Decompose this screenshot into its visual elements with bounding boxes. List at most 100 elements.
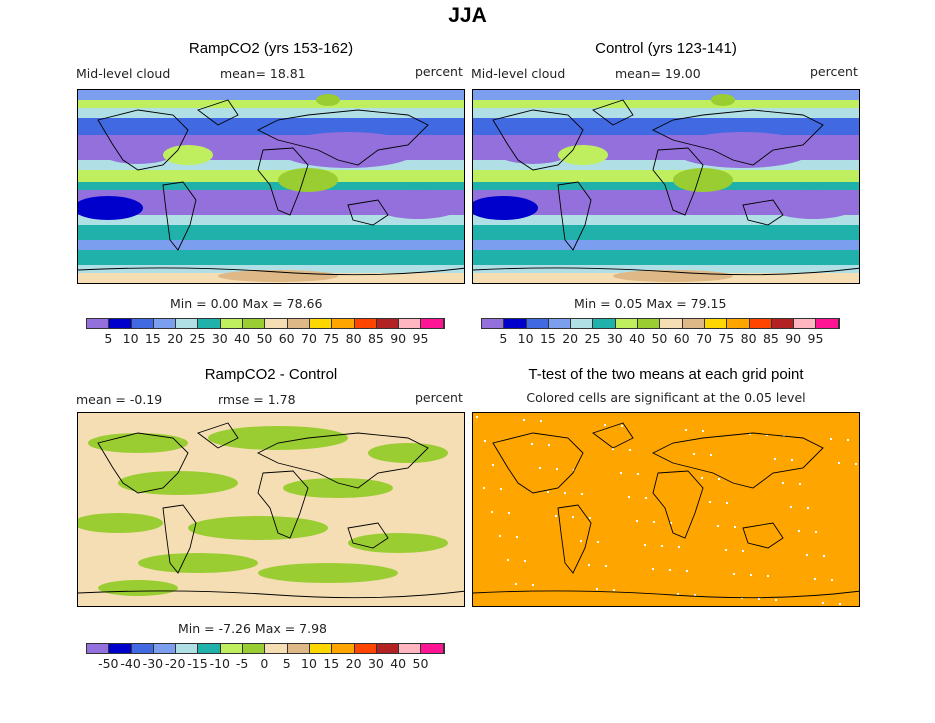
colorbar-swatch bbox=[287, 644, 310, 653]
panel3-colorbar bbox=[86, 643, 445, 654]
colorbar-tick-label: 50 bbox=[651, 331, 668, 346]
colorbar-tick-label: 15 bbox=[539, 331, 556, 346]
colorbar-swatch bbox=[265, 319, 288, 328]
panel3-minmax: Min = -7.26 Max = 7.98 bbox=[178, 621, 328, 636]
panel2-variable: Mid-level cloud bbox=[471, 66, 566, 81]
cloud-field bbox=[473, 90, 859, 283]
panel1-map bbox=[77, 89, 465, 284]
colorbar-swatch bbox=[243, 644, 266, 653]
difference-field bbox=[78, 413, 464, 606]
colorbar-tick-label: 95 bbox=[807, 331, 824, 346]
colorbar-swatch bbox=[482, 319, 505, 328]
colorbar-swatch bbox=[794, 319, 817, 328]
panel3-map bbox=[77, 412, 465, 607]
colorbar-tick-label: -40 bbox=[120, 656, 141, 671]
colorbar-swatch bbox=[682, 319, 705, 328]
colorbar-tick-label: 15 bbox=[323, 656, 340, 671]
colorbar-tick-label: 25 bbox=[189, 331, 206, 346]
colorbar-swatch bbox=[593, 319, 616, 328]
panel2-mean: mean= 19.00 bbox=[615, 66, 701, 81]
colorbar-swatch bbox=[198, 319, 221, 328]
panel4-map bbox=[472, 412, 860, 607]
colorbar-swatch bbox=[376, 319, 400, 328]
colorbar-tick-label: -30 bbox=[142, 656, 164, 671]
colorbar-swatch bbox=[504, 319, 527, 328]
panel1-minmax: Min = 0.00 Max = 78.66 bbox=[170, 296, 323, 311]
panel2-title: Control (yrs 123-141) bbox=[595, 40, 737, 57]
colorbar-tick-label: 20 bbox=[345, 656, 362, 671]
colorbar-swatch bbox=[421, 319, 444, 328]
significance-field bbox=[473, 413, 859, 606]
colorbar-swatch bbox=[309, 644, 333, 653]
colorbar-swatch bbox=[332, 319, 355, 328]
colorbar-tick-label: 60 bbox=[278, 331, 295, 346]
colorbar-swatch bbox=[220, 319, 244, 328]
colorbar-swatch bbox=[354, 319, 377, 328]
colorbar-swatch bbox=[749, 319, 772, 328]
colorbar-tick-label: 90 bbox=[390, 331, 407, 346]
colorbar-swatch bbox=[399, 644, 422, 653]
colorbar-tick-label: 10 bbox=[301, 656, 317, 671]
colorbar-swatch bbox=[354, 644, 377, 653]
panel3-mean: mean = -0.19 bbox=[76, 392, 163, 407]
colorbar-swatch bbox=[615, 319, 639, 328]
panel2-map bbox=[472, 89, 860, 284]
colorbar-tick-label: 20 bbox=[562, 331, 579, 346]
colorbar-tick-label: 0 bbox=[260, 656, 269, 671]
colorbar-tick-label: 5 bbox=[282, 656, 291, 671]
colorbar-swatch bbox=[816, 319, 839, 328]
panel4-title: T-test of the two means at each grid poi… bbox=[528, 366, 804, 383]
colorbar-tick-label: 70 bbox=[696, 331, 712, 346]
panel1-variable: Mid-level cloud bbox=[76, 66, 171, 81]
colorbar-tick-label: 30 bbox=[367, 656, 384, 671]
colorbar-swatch bbox=[198, 644, 221, 653]
panel2-minmax: Min = 0.05 Max = 79.15 bbox=[574, 296, 727, 311]
colorbar-swatch bbox=[87, 644, 110, 653]
colorbar-swatch bbox=[153, 319, 177, 328]
panel4-subtitle: Colored cells are significant at the 0.0… bbox=[526, 390, 806, 405]
colorbar-swatch bbox=[109, 319, 132, 328]
colorbar-swatch bbox=[287, 319, 310, 328]
colorbar-swatch bbox=[660, 319, 683, 328]
colorbar-swatch bbox=[109, 644, 132, 653]
colorbar-tick-label: 85 bbox=[367, 331, 384, 346]
colorbar-tick-label: 95 bbox=[412, 331, 429, 346]
colorbar-tick-label: 60 bbox=[673, 331, 690, 346]
panel1-colorbar bbox=[86, 318, 445, 329]
colorbar-swatch bbox=[376, 644, 400, 653]
panel3-title: RampCO2 - Control bbox=[204, 366, 338, 383]
colorbar-swatch bbox=[332, 644, 355, 653]
colorbar-tick-label: 40 bbox=[234, 331, 251, 346]
colorbar-tick-label: -20 bbox=[164, 656, 186, 671]
panel1-units: percent bbox=[415, 64, 463, 79]
colorbar-swatch bbox=[176, 644, 199, 653]
colorbar-tick-label: -15 bbox=[187, 656, 208, 671]
colorbar-swatch bbox=[421, 644, 444, 653]
colorbar-tick-label: 75 bbox=[323, 331, 340, 346]
colorbar-tick-label: 25 bbox=[584, 331, 601, 346]
colorbar-swatch bbox=[309, 319, 333, 328]
colorbar-tick-label: 10 bbox=[517, 331, 534, 346]
panel1-title: RampCO2 (yrs 153-162) bbox=[188, 40, 354, 57]
colorbar-tick-label: 40 bbox=[390, 656, 407, 671]
colorbar-swatch bbox=[131, 319, 154, 328]
colorbar-swatch bbox=[220, 644, 244, 653]
figure-title: JJA bbox=[448, 4, 487, 27]
colorbar-swatch bbox=[548, 319, 572, 328]
colorbar-tick-label: 85 bbox=[762, 331, 779, 346]
colorbar-tick-label: 10 bbox=[122, 331, 139, 346]
colorbar-tick-label: -10 bbox=[209, 656, 231, 671]
colorbar-swatch bbox=[727, 319, 750, 328]
cloud-field bbox=[78, 90, 464, 283]
panel3-units: percent bbox=[415, 390, 463, 405]
panel2-units: percent bbox=[810, 64, 858, 79]
colorbar-tick-label: 30 bbox=[606, 331, 623, 346]
colorbar-swatch bbox=[571, 319, 594, 328]
colorbar-tick-label: 5 bbox=[104, 331, 113, 346]
colorbar-tick-label: 90 bbox=[785, 331, 802, 346]
colorbar-swatch bbox=[638, 319, 661, 328]
colorbar-swatch bbox=[704, 319, 728, 328]
colorbar-tick-label: 80 bbox=[345, 331, 362, 346]
panel3-rmse: rmse = 1.78 bbox=[218, 392, 296, 407]
